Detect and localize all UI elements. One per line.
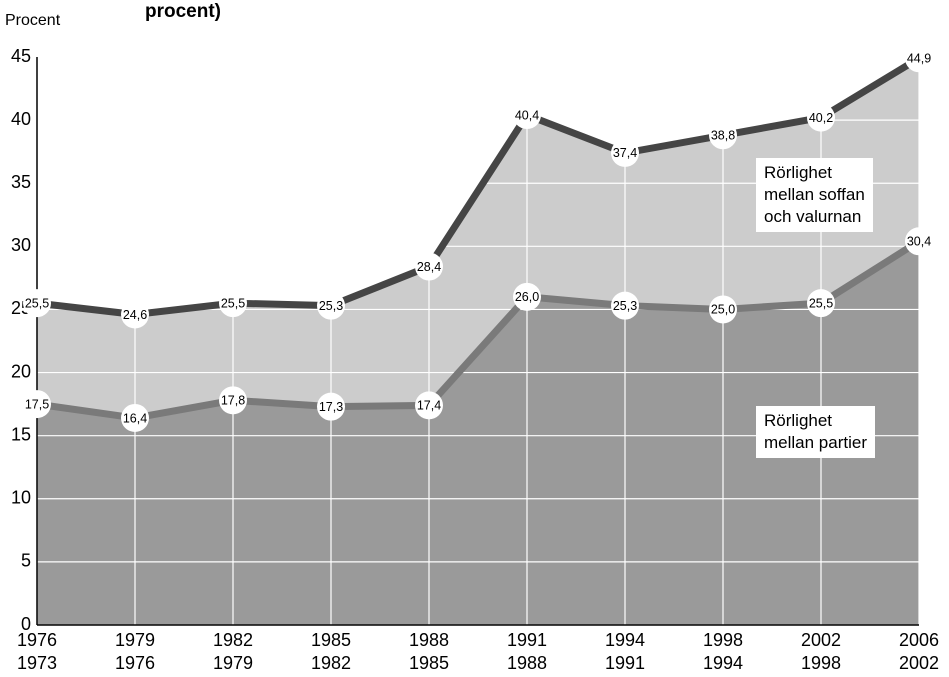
data-label: 38,8 (711, 129, 735, 143)
x-tick-label: 1973 (17, 653, 57, 673)
point (219, 289, 247, 318)
series-line (36, 55, 921, 319)
plot (36, 56, 920, 626)
data-label: 30,4 (907, 235, 931, 249)
data-label: 17,5 (25, 397, 49, 411)
data-label: 26,0 (515, 290, 539, 304)
point (709, 121, 737, 150)
data-label: 25,0 (711, 303, 735, 317)
point (317, 392, 345, 421)
point (807, 289, 835, 318)
point (23, 289, 51, 318)
data-label: 25,3 (613, 299, 637, 313)
x-tick-label: 2006 (899, 630, 939, 650)
y-tick-label: 40 (11, 109, 31, 129)
point (219, 386, 247, 415)
data-label: 44,9 (907, 52, 931, 66)
data-label: 25,5 (221, 296, 245, 310)
x-tick-label: 1976 (115, 653, 155, 673)
data-label: 25,5 (809, 296, 833, 310)
point (23, 390, 51, 419)
data-label: 28,4 (417, 260, 441, 274)
y-tick-label: 5 (21, 551, 31, 571)
y-tick-label: 15 (11, 424, 31, 444)
chart-title: procent) (145, 1, 221, 22)
x-tick-label: 1988 (409, 630, 449, 650)
data-label: 17,8 (221, 394, 245, 408)
x-tick-label: 1985 (409, 653, 449, 673)
y-tick-label: 35 (11, 172, 31, 192)
x-tick-label: 1988 (507, 653, 547, 673)
data-label: 25,5 (25, 296, 49, 310)
point (513, 101, 541, 130)
y-tick-label: 0 (21, 614, 31, 634)
y-tick-label: 45 (11, 46, 31, 66)
x-tick-label: 2002 (899, 653, 939, 673)
x-tick-label: 1991 (605, 653, 645, 673)
point (121, 403, 149, 432)
y-axis-label: Procent (5, 12, 61, 29)
point (317, 291, 345, 320)
point (709, 295, 737, 324)
point (807, 103, 835, 132)
x-tick-label: 2002 (801, 630, 841, 650)
area (37, 241, 919, 626)
series-line (36, 238, 921, 422)
x-tick-label: 1994 (703, 653, 743, 673)
x-tick-label: 1979 (213, 653, 253, 673)
point (415, 391, 443, 420)
y-tick-label: 20 (11, 361, 31, 381)
x-tick-label: 1998 (703, 630, 743, 650)
data-label: 24,6 (123, 308, 147, 322)
point (905, 44, 933, 73)
x-tick-label: 1982 (213, 630, 253, 650)
data-label: 17,3 (319, 400, 343, 414)
x-tick-label: 1976 (17, 630, 57, 650)
x-tick-label: 1985 (311, 630, 351, 650)
data-label: 40,4 (515, 108, 539, 122)
point (513, 282, 541, 311)
x-tick-label: 1991 (507, 630, 547, 650)
point (905, 227, 933, 256)
point (415, 252, 443, 281)
data-label: 16,4 (123, 411, 147, 425)
legend-upper: Rörlighet mellan soffan och valurnan (756, 158, 873, 232)
point (121, 300, 149, 329)
data-label: 37,4 (613, 146, 637, 160)
x-tick-label: 1982 (311, 653, 351, 673)
x-tick-label: 1979 (115, 630, 155, 650)
y-tick-label: 10 (11, 488, 31, 508)
y-tick-label: 30 (11, 235, 31, 255)
point (611, 291, 639, 320)
x-tick-label: 1994 (605, 630, 645, 650)
legend-lower: Rörlighet mellan partier (756, 406, 875, 458)
point (611, 138, 639, 167)
x-tick-label: 1998 (801, 653, 841, 673)
data-label: 17,4 (417, 399, 441, 413)
data-label: 40,2 (809, 111, 833, 125)
data-label: 25,3 (319, 299, 343, 313)
